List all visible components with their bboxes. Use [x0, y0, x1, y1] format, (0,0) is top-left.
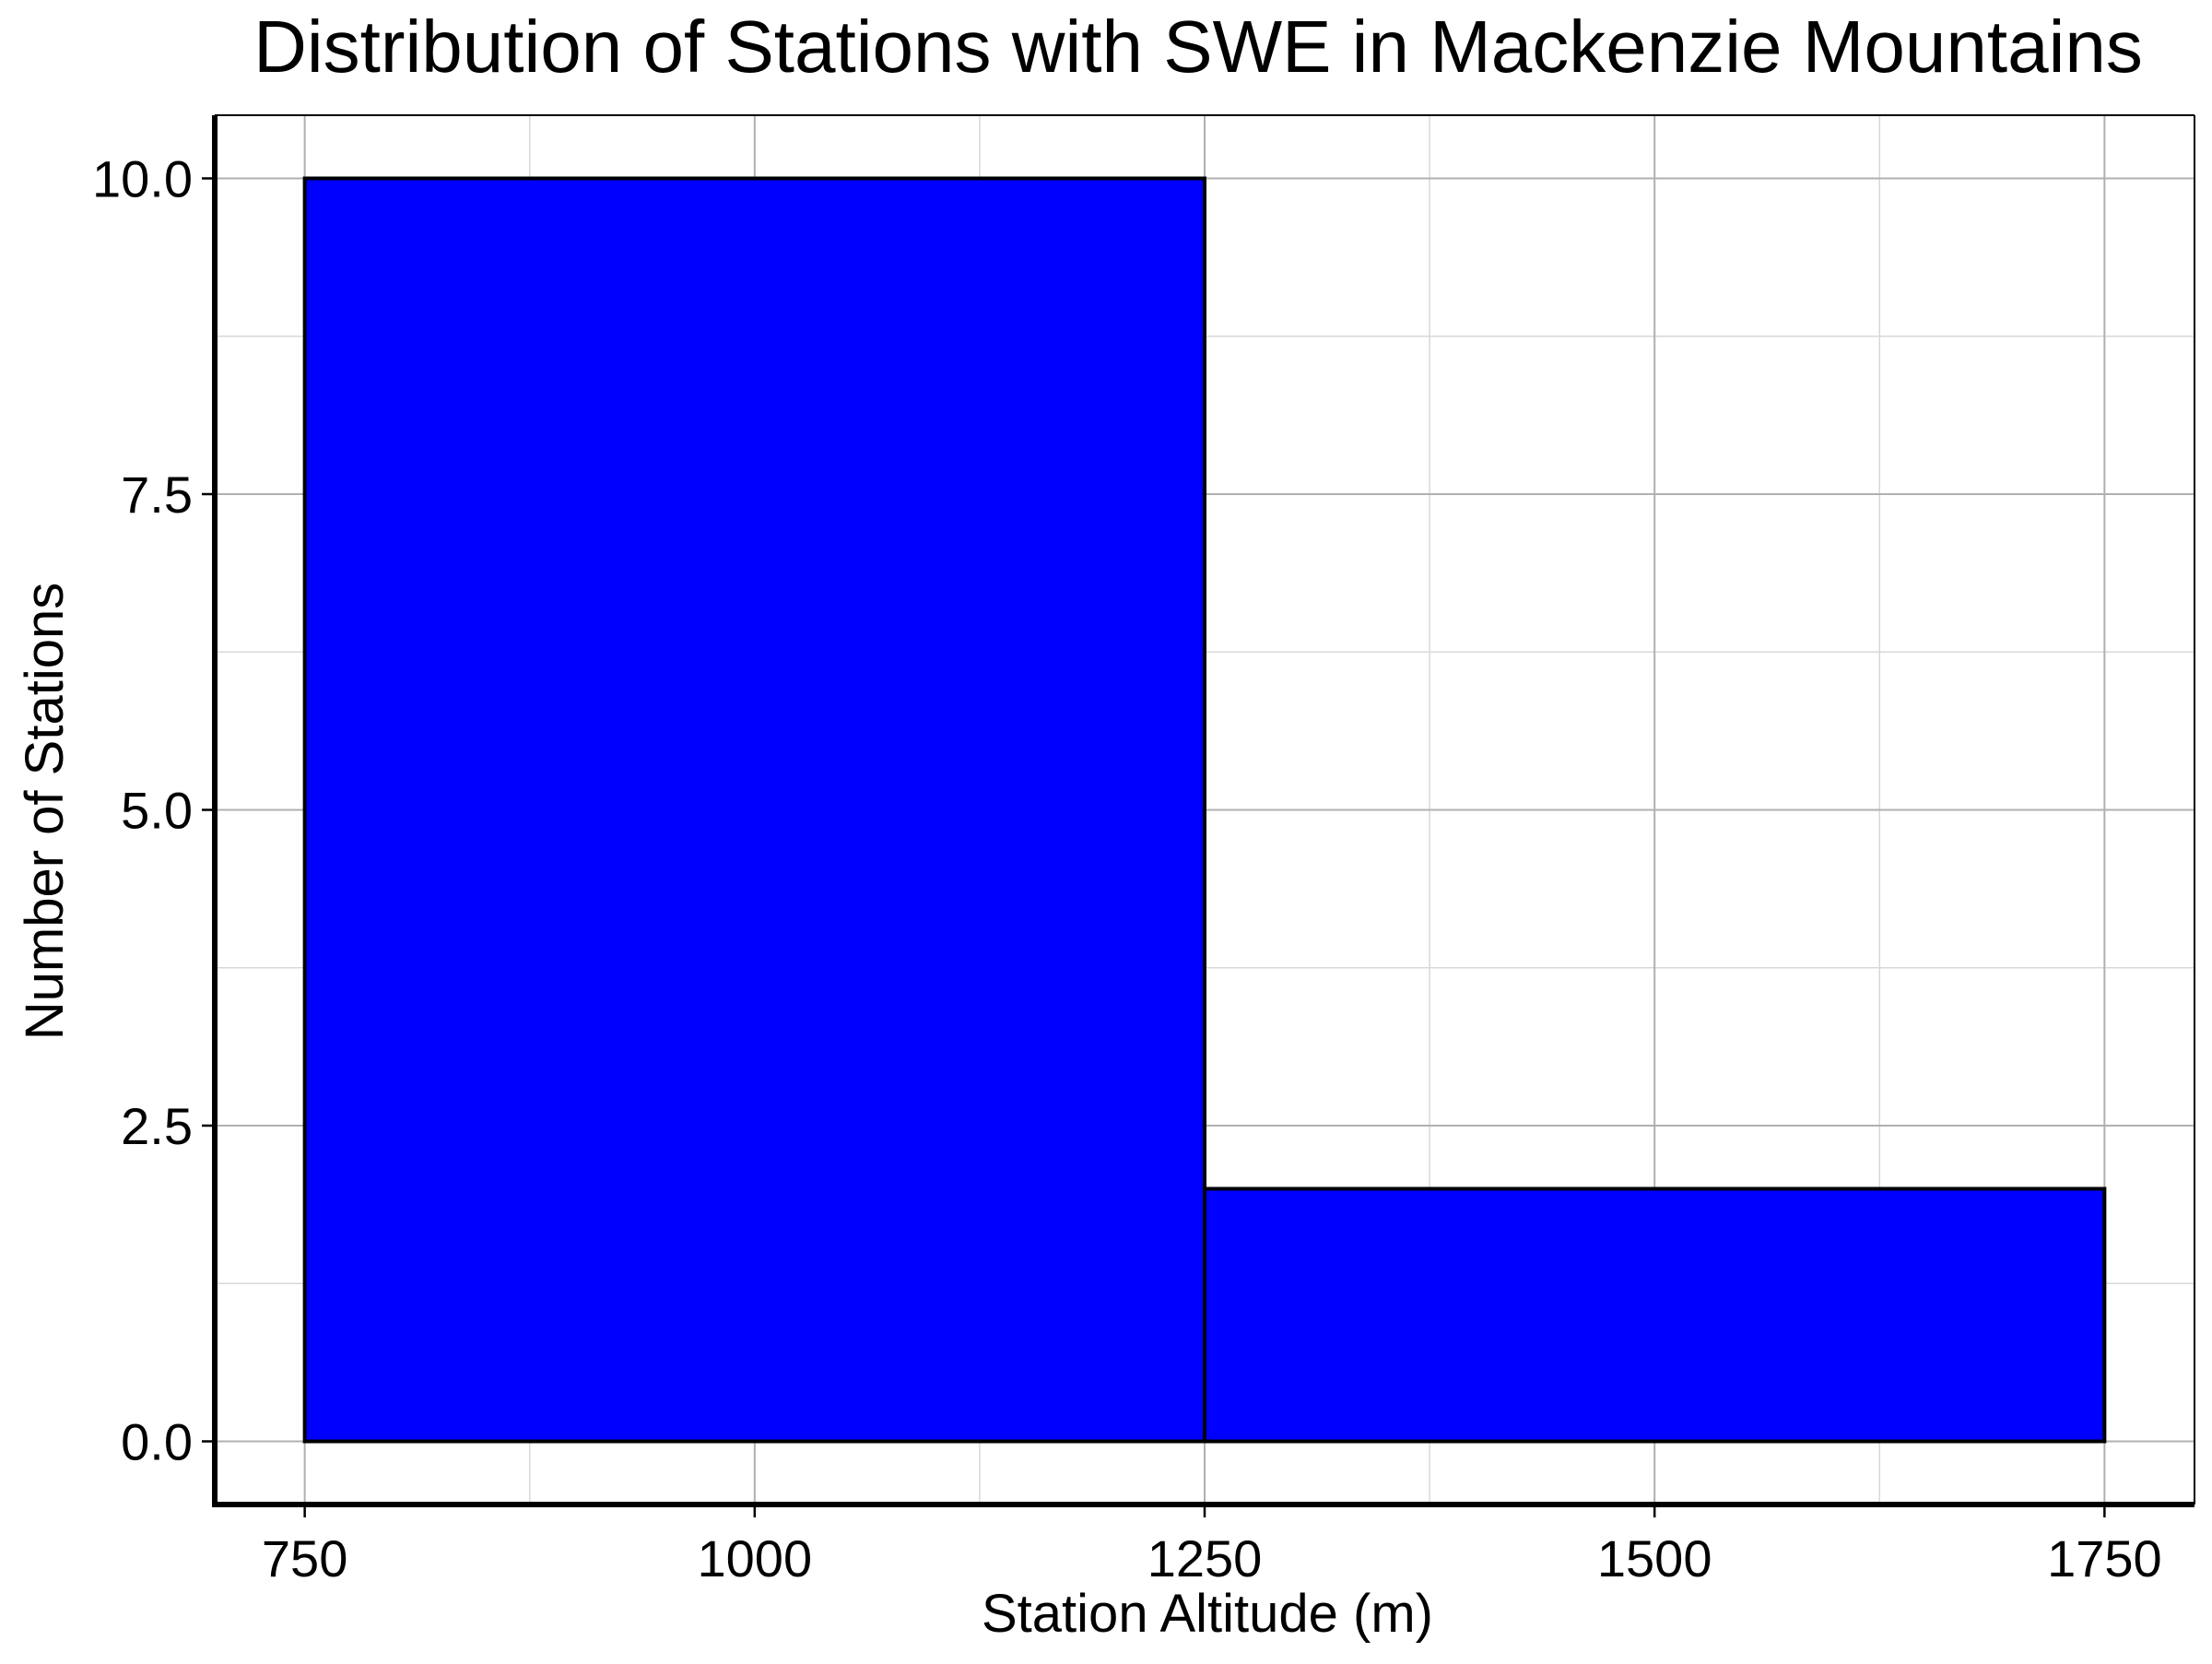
y-tick-label: 10.0: [92, 150, 193, 208]
x-axis-label: Station Altitude (m): [982, 1584, 1433, 1644]
y-tick-label: 2.5: [121, 1097, 193, 1155]
y-axis-label: Number of Stations: [15, 583, 75, 1040]
y-tick-label: 0.0: [121, 1413, 193, 1471]
tick-labels: 750 1000 1250 1500 1750 0.0 2.5 5.0 7.5 10.0: [92, 150, 2162, 1588]
histogram-bars: [302, 176, 2107, 1444]
y-tick-label: 7.5: [121, 466, 193, 524]
x-tick-label: 1500: [1597, 1529, 1712, 1587]
y-tick-label: 5.0: [121, 782, 193, 840]
x-tick-label: 1750: [2047, 1529, 2162, 1587]
x-tick-label: 750: [262, 1529, 347, 1587]
chart-title: Distribution of Stations with SWE in Mac…: [253, 6, 2143, 88]
histogram-bar-2: [1203, 1186, 2107, 1444]
x-tick-label: 1000: [698, 1529, 813, 1587]
x-tick-label: 1250: [1147, 1529, 1263, 1587]
axes: [202, 114, 2195, 1517]
histogram-bar-1: [302, 176, 1206, 1444]
